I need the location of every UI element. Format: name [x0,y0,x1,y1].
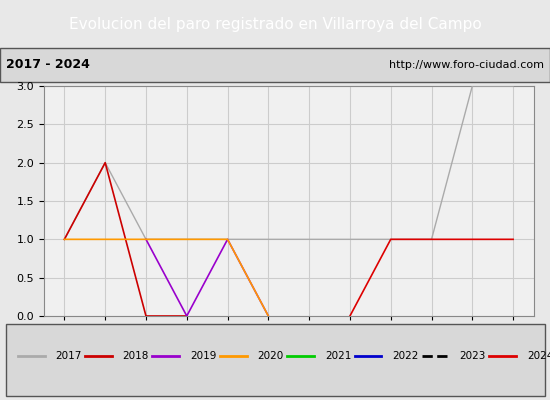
Text: 2024: 2024 [527,351,550,362]
Text: 2021: 2021 [325,351,351,362]
Text: 2019: 2019 [190,351,217,362]
Text: Evolucion del paro registrado en Villarroya del Campo: Evolucion del paro registrado en Villarr… [69,16,481,32]
FancyBboxPatch shape [6,324,544,396]
FancyBboxPatch shape [0,48,550,82]
Text: 2023: 2023 [460,351,486,362]
Text: 2017 - 2024: 2017 - 2024 [6,58,89,72]
Text: http://www.foro-ciudad.com: http://www.foro-ciudad.com [389,60,544,70]
Text: 2020: 2020 [257,351,284,362]
Text: 2018: 2018 [123,351,149,362]
Text: 2022: 2022 [392,351,419,362]
Text: 2017: 2017 [56,351,82,362]
